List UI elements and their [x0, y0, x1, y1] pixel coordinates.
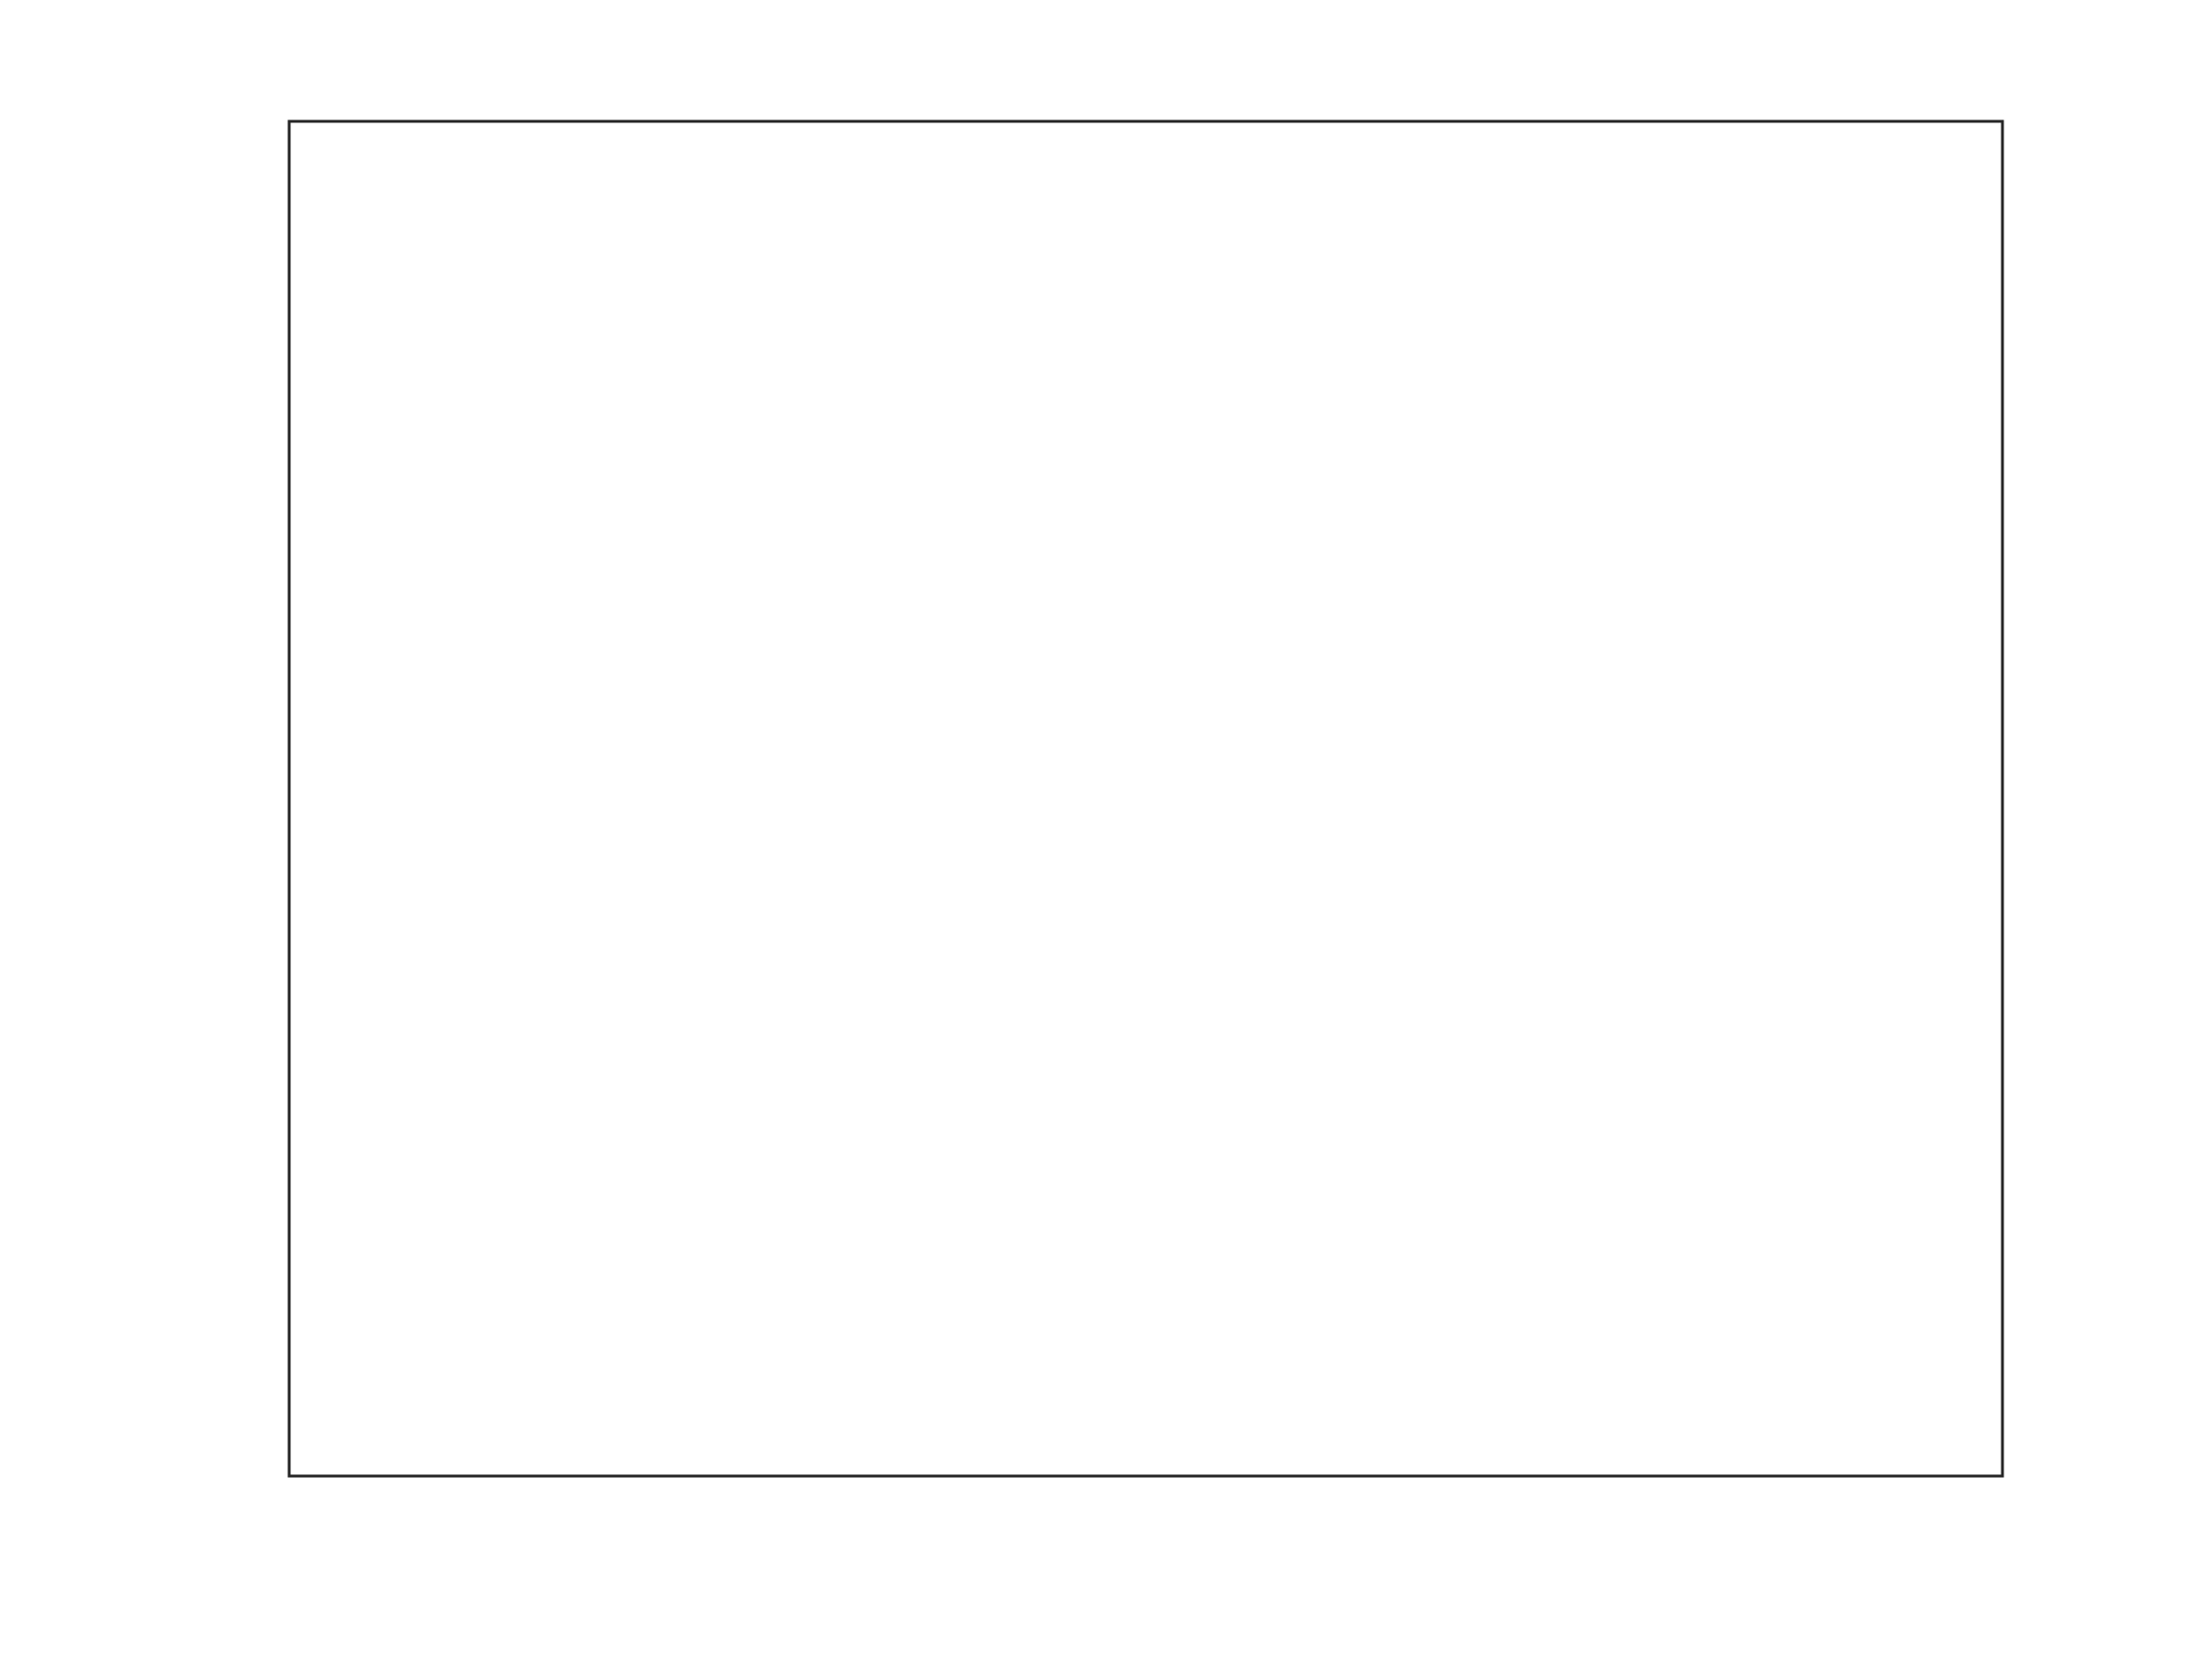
- plot-border: [287, 119, 2004, 1478]
